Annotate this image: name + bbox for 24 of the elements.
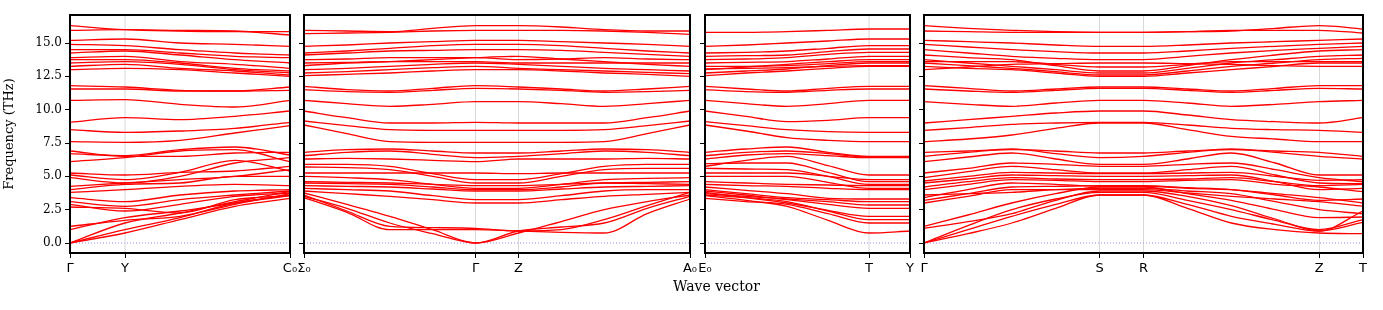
y-tick-label: 10.0 — [35, 101, 62, 116]
y-tick-label: 0.0 — [42, 235, 62, 250]
x-tick-label: Σ₀ — [297, 260, 311, 276]
x-tick-label: Γ — [66, 260, 75, 276]
x-tick-label: T — [864, 260, 874, 276]
x-tick-label: E₀ — [698, 260, 712, 276]
y-tick-label: 12.5 — [35, 68, 62, 83]
x-tick-label: Γ — [920, 260, 929, 276]
x-tick-label: Z — [513, 260, 523, 276]
x-tick-label: Y — [905, 260, 915, 276]
y-tick-label: 7.5 — [42, 135, 62, 150]
y-tick-label: 15.0 — [35, 35, 62, 50]
y-axis-title: Frequency (THz) — [1, 78, 17, 190]
x-tick-label: R — [1138, 260, 1149, 276]
x-tick-label: S — [1095, 260, 1104, 276]
x-tick-label: A₀ — [682, 260, 698, 276]
y-tick-label: 5.0 — [42, 168, 62, 183]
y-tick-label: 2.5 — [42, 201, 62, 216]
x-tick-label: C₀ — [282, 260, 298, 276]
x-axis-title: Wave vector — [672, 278, 761, 294]
x-tick-label: Γ — [471, 260, 480, 276]
x-tick-label: Z — [1314, 260, 1324, 276]
x-tick-label: T — [1358, 260, 1368, 276]
x-tick-label: Y — [120, 260, 130, 276]
